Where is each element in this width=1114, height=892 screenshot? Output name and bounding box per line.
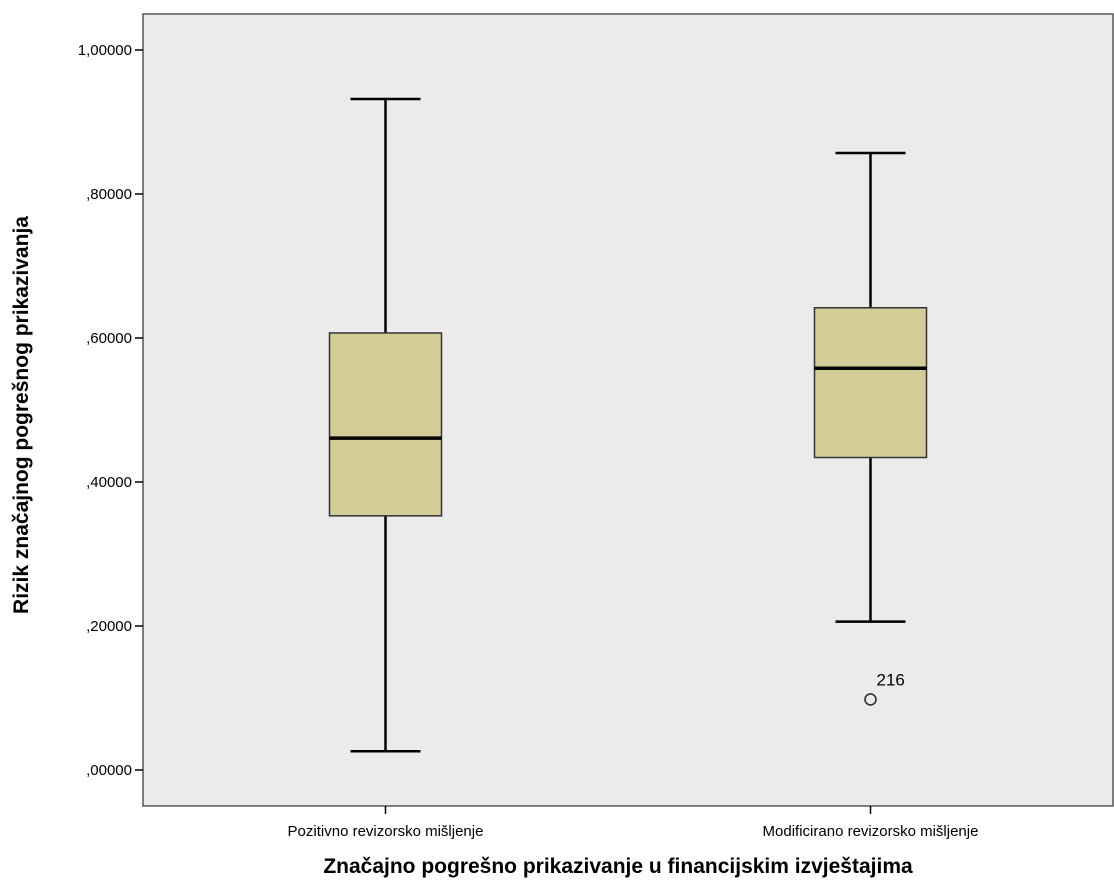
y-axis-title: Rizik značajnog pogrešnog prikazivanja	[10, 216, 33, 614]
plot-area	[142, 13, 1114, 807]
box-group: 216	[813, 151, 928, 706]
y-tick-label: ,20000	[86, 618, 132, 635]
y-tick-label: ,00000	[86, 762, 132, 779]
y-axis: ,00000 ,20000 ,40000 ,60000 ,80000 1,00000	[78, 42, 143, 779]
y-tick-label: 1,00000	[78, 42, 132, 59]
x-tick-label: Pozitivno revizorsko mišljenje	[288, 823, 484, 840]
iqr-box	[813, 307, 928, 459]
box-group	[328, 97, 443, 753]
boxes: 216	[328, 97, 928, 753]
x-axis-title: Značajno pogrešno prikazivanje u financi…	[323, 855, 913, 878]
outlier-label: 216	[877, 670, 905, 689]
y-tick-label: ,60000	[86, 330, 132, 347]
y-tick-label: ,80000	[86, 186, 132, 203]
x-axis: Pozitivno revizorsko mišljenje Modificira…	[288, 806, 979, 840]
outlier-point	[864, 693, 877, 706]
y-tick-label: ,40000	[86, 474, 132, 491]
x-tick-label: Modificirano revizorsko mišljenje	[763, 823, 979, 840]
iqr-box	[328, 332, 443, 517]
